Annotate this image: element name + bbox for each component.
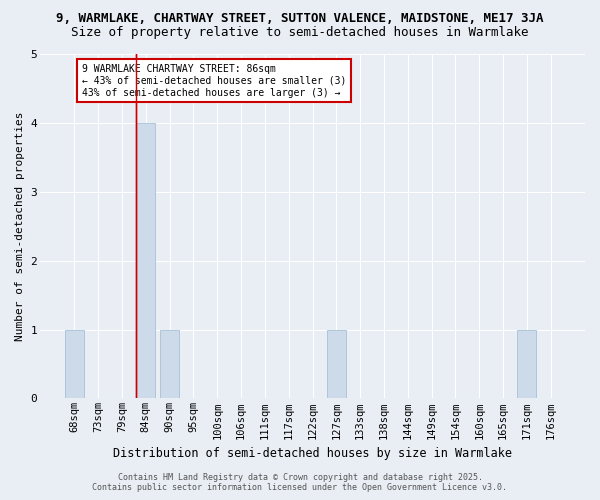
Text: 9, WARMLAKE, CHARTWAY STREET, SUTTON VALENCE, MAIDSTONE, ME17 3JA: 9, WARMLAKE, CHARTWAY STREET, SUTTON VAL… [56,12,544,26]
Text: 9 WARMLAKE CHARTWAY STREET: 86sqm
← 43% of semi-detached houses are smaller (3)
: 9 WARMLAKE CHARTWAY STREET: 86sqm ← 43% … [82,64,346,98]
Bar [517,330,536,398]
X-axis label: Distribution of semi-detached houses by size in Warmlake: Distribution of semi-detached houses by … [113,447,512,460]
Bar [65,330,84,398]
Text: Contains HM Land Registry data © Crown copyright and database right 2025.
Contai: Contains HM Land Registry data © Crown c… [92,473,508,492]
Y-axis label: Number of semi-detached properties: Number of semi-detached properties [15,112,25,341]
Bar [160,330,179,398]
Text: Size of property relative to semi-detached houses in Warmlake: Size of property relative to semi-detach… [71,26,529,39]
Bar [327,330,346,398]
Bar [136,123,155,398]
